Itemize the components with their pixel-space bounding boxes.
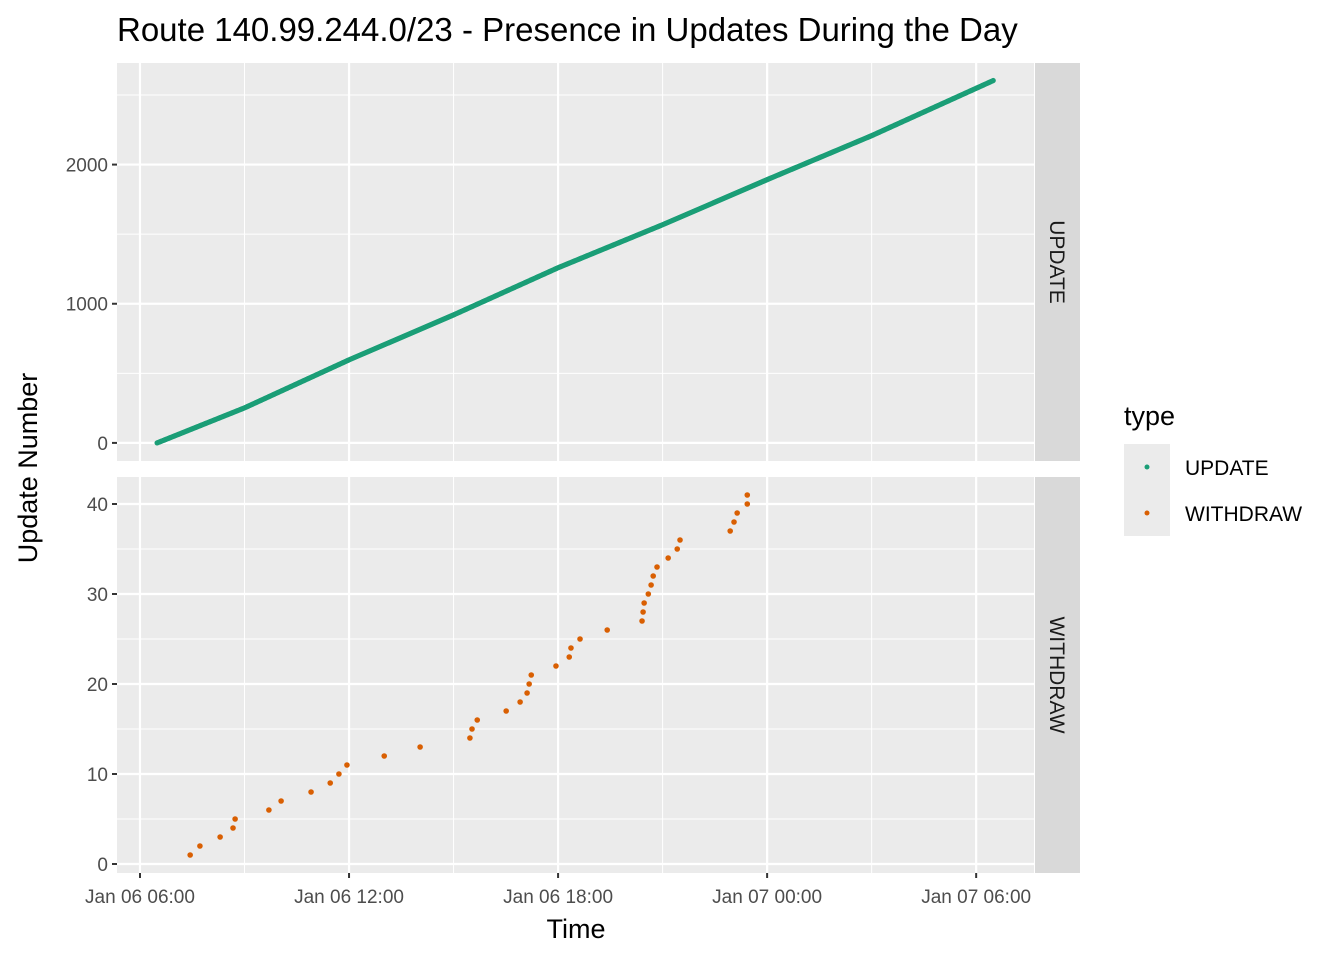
x-axis: Jan 06 06:00 Jan 06 12:00 Jan 06 18:00 Jan … <box>85 873 1031 908</box>
data-point-withdraw <box>266 807 272 813</box>
data-point-withdraw <box>654 564 660 570</box>
data-point-withdraw <box>381 753 388 759</box>
facet-strip-label: UPDATE <box>1045 220 1068 304</box>
data-point-withdraw <box>639 618 645 624</box>
data-point-withdraw <box>731 519 737 525</box>
data-point-withdraw <box>727 528 733 534</box>
data-point-withdraw <box>336 771 342 777</box>
data-point-withdraw <box>553 663 559 669</box>
data-point-withdraw <box>469 726 475 732</box>
data-point-withdraw <box>528 672 535 678</box>
data-point-withdraw <box>568 645 574 651</box>
legend-key-update <box>1144 464 1150 470</box>
data-point-withdraw <box>230 825 236 831</box>
legend: type UPDATE WITHDRAW <box>1124 401 1302 536</box>
data-point-withdraw <box>217 834 223 840</box>
data-point-withdraw <box>187 852 193 858</box>
data-point-withdraw <box>645 591 652 597</box>
data-point-withdraw <box>232 816 238 822</box>
data-point-withdraw <box>566 654 573 660</box>
y-tick-label: 20 <box>87 675 108 696</box>
y-tick-label: 0 <box>97 855 108 876</box>
data-point-withdraw <box>308 789 314 795</box>
data-point-withdraw <box>467 735 473 741</box>
data-point-withdraw <box>526 681 532 687</box>
data-point-withdraw <box>344 762 350 768</box>
data-point-withdraw <box>503 708 509 714</box>
data-point-withdraw <box>474 717 481 723</box>
data-point-withdraw <box>197 843 203 849</box>
chart-title: Route 140.99.244.0/23 - Presence in Upda… <box>117 11 1018 48</box>
data-point-withdraw <box>677 537 683 543</box>
data-point-withdraw <box>648 582 654 588</box>
y-axis-label: Update Number <box>13 373 43 564</box>
x-tick-label: Jan 07 06:00 <box>921 887 1031 908</box>
x-axis-label: Time <box>547 914 606 944</box>
x-tick-label: Jan 06 18:00 <box>503 887 613 908</box>
legend-label-update: UPDATE <box>1185 457 1269 480</box>
data-point-withdraw <box>744 501 751 507</box>
y-tick-label: 0 <box>97 434 108 455</box>
y-tick-label: 30 <box>87 585 108 606</box>
data-point-withdraw <box>327 780 334 786</box>
data-point-withdraw <box>734 510 740 516</box>
legend-label-withdraw: WITHDRAW <box>1185 503 1302 526</box>
data-point-withdraw <box>278 798 284 804</box>
data-point-withdraw <box>744 492 751 498</box>
data-point-withdraw <box>524 690 530 696</box>
data-point-withdraw <box>604 627 611 633</box>
y-tick-label: 1000 <box>66 295 108 316</box>
y-tick-label: 40 <box>87 495 108 516</box>
data-point-withdraw <box>517 699 523 705</box>
x-tick-label: Jan 06 06:00 <box>85 887 195 908</box>
data-point-withdraw <box>650 573 656 579</box>
legend-key-withdraw <box>1144 510 1150 516</box>
y-tick-label: 2000 <box>66 156 108 177</box>
data-point-withdraw <box>417 744 423 750</box>
data-point-withdraw <box>577 636 583 642</box>
panel-withdraw: 0 10 20 30 40 WITHDRAW <box>87 477 1080 876</box>
data-point-withdraw <box>641 600 647 606</box>
facet-strip-label: WITHDRAW <box>1045 616 1068 733</box>
legend-title: type <box>1124 401 1175 431</box>
data-point-withdraw <box>665 555 671 561</box>
data-point-withdraw <box>640 609 646 615</box>
panel-update: 0 1000 2000 UPDATE <box>66 63 1080 461</box>
x-tick-label: Jan 06 12:00 <box>294 887 404 908</box>
data-point-withdraw <box>674 546 681 552</box>
y-tick-label: 10 <box>87 765 108 786</box>
x-tick-label: Jan 07 00:00 <box>712 887 822 908</box>
data-point-update <box>990 77 996 84</box>
